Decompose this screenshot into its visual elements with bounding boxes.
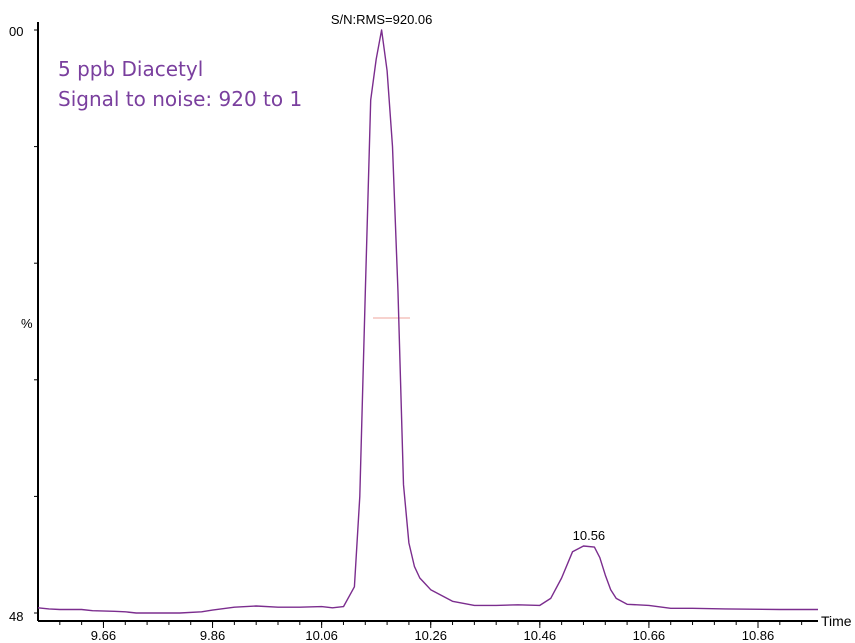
x-axis-tick-labels: 9.66 9.86 10.06 10.26 10.46 10.66 10.86: [91, 628, 774, 643]
x-axis-tick-label: 10.66: [633, 628, 666, 643]
x-axis-tick-label: 9.86: [200, 628, 225, 643]
peak-label: S/N:RMS=920.06: [331, 12, 433, 27]
y-axis-label: %: [21, 316, 33, 331]
y-tick-top-label: 00: [9, 24, 23, 39]
annotation-title: 5 ppb Diacetyl: [58, 57, 204, 81]
x-axis-tick-label: 10.46: [524, 628, 557, 643]
x-axis-tick-label: 10.06: [305, 628, 338, 643]
x-axis-label: Time: [821, 613, 852, 629]
peak-label: 10.56: [573, 528, 606, 543]
y-tick-bottom-label: 48: [9, 609, 23, 624]
x-axis-major-ticks: [102, 621, 759, 628]
x-axis-tick-label: 10.86: [742, 628, 775, 643]
series-layer: [37, 29, 818, 614]
series-line: [37, 29, 818, 614]
peak-labels: S/N:RMS=920.06 10.56: [331, 12, 605, 543]
x-axis-tick-label: 9.66: [91, 628, 116, 643]
annotation-signal-to-noise: Signal to noise: 920 to 1: [58, 87, 303, 111]
x-axis-tick-label: 10.26: [414, 628, 447, 643]
y-axis-ticks: [34, 29, 38, 614]
axes: [37, 22, 818, 622]
